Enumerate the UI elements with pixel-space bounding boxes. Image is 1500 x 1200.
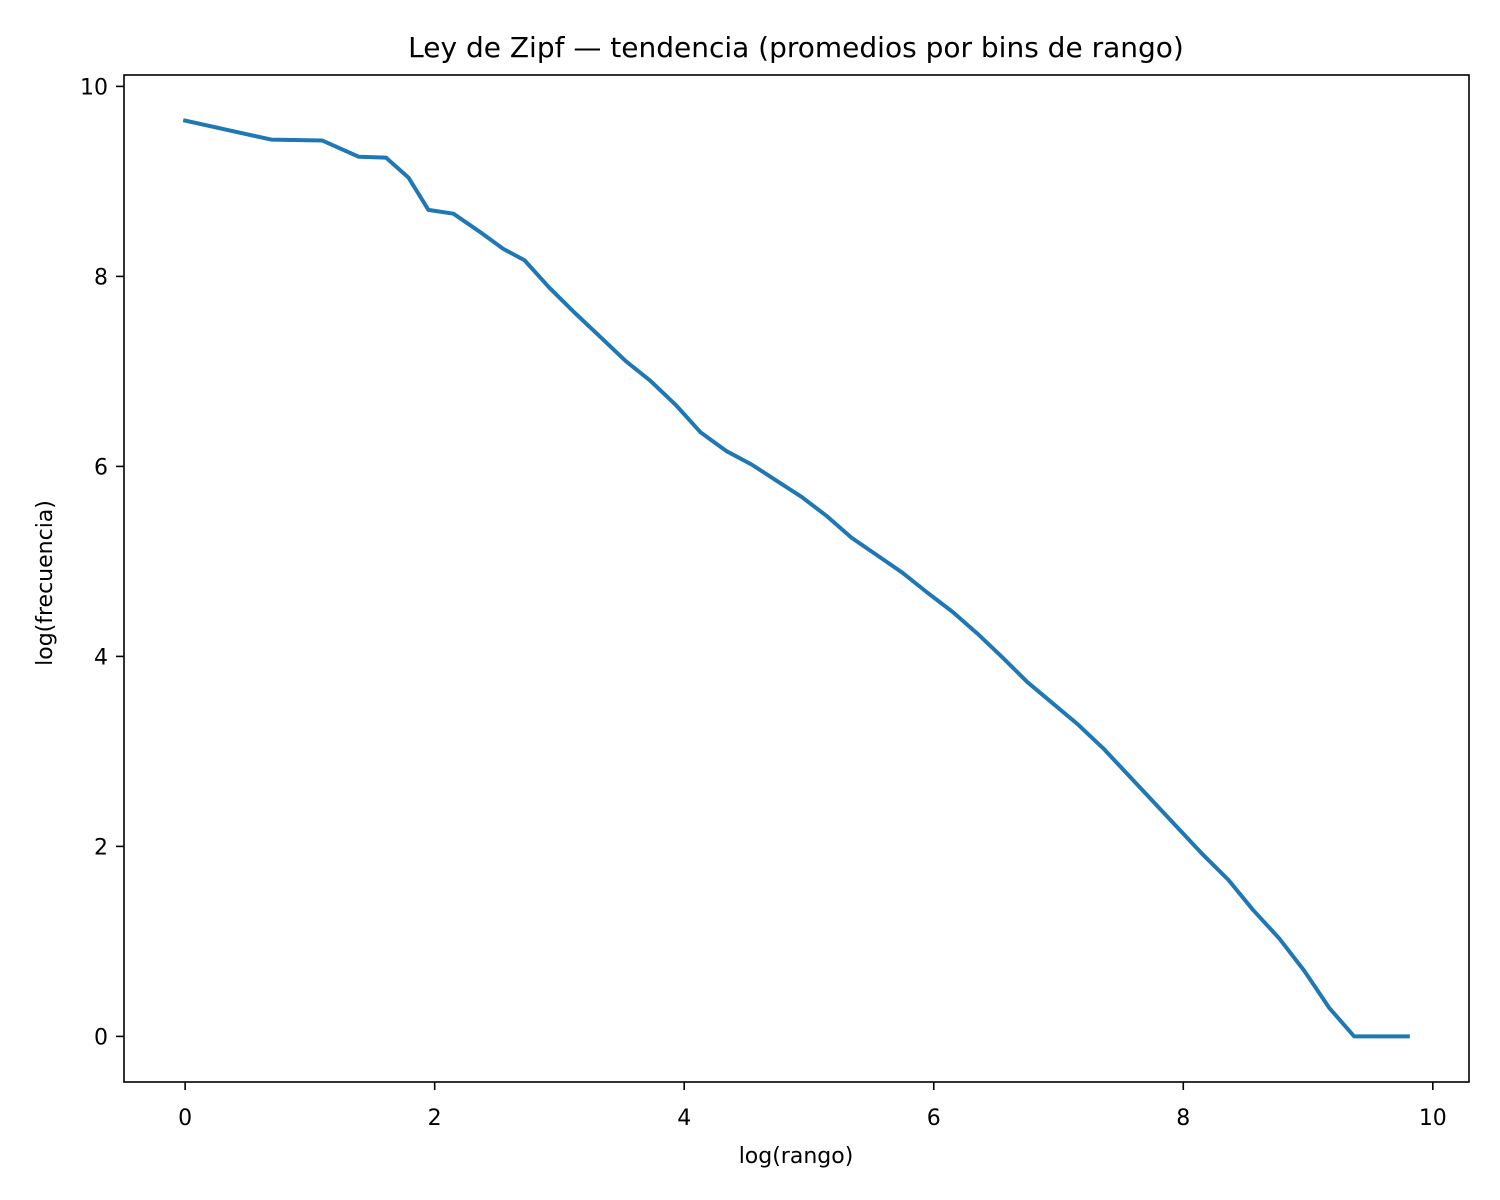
y-tick-label: 0 — [94, 1025, 108, 1050]
x-tick-label: 8 — [1176, 1106, 1190, 1131]
y-tick-label: 8 — [94, 265, 108, 290]
chart-title: Ley de Zipf — tendencia (promedios por b… — [408, 31, 1184, 64]
x-tick-label: 0 — [178, 1106, 192, 1131]
y-tick-label: 4 — [94, 645, 108, 670]
x-tick-label: 2 — [428, 1106, 442, 1131]
plot-area: 0 2 4 6 8 10 0 2 4 6 8 10 — [80, 74, 1470, 1131]
plot-frame — [123, 74, 1470, 1083]
y-tick-label: 2 — [94, 835, 108, 860]
x-tick-label: 4 — [677, 1106, 691, 1131]
x-tick-label: 6 — [927, 1106, 941, 1131]
y-tick-label: 6 — [94, 455, 108, 480]
x-tick-label: 10 — [1419, 1106, 1447, 1131]
x-axis-label: log(rango) — [739, 1144, 854, 1169]
y-axis-label: log(frecuencia) — [33, 500, 58, 666]
series-line-0 — [182, 118, 1410, 1039]
y-tick-label: 10 — [80, 75, 108, 100]
